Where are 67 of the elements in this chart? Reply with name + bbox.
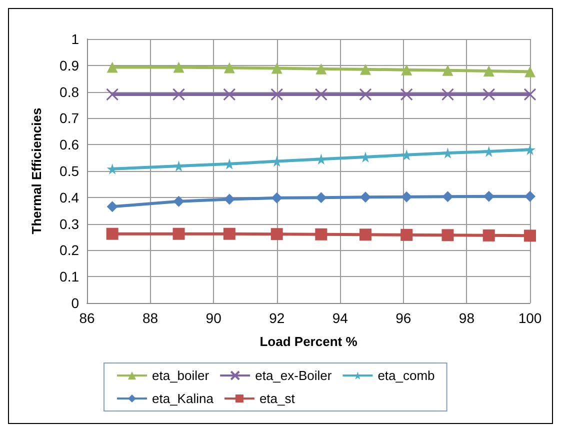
point [316,63,327,74]
point [359,228,372,241]
y-tick-label: 0.2 [60,242,80,258]
point [482,88,496,101]
point [401,191,412,202]
point [270,228,283,240]
point [314,88,328,101]
y-tick-label: 0.7 [60,110,80,126]
point [106,228,118,240]
point [483,190,494,202]
x-tick-label: 90 [206,310,222,326]
point [223,88,236,101]
x-tick-label: 86 [79,310,95,326]
legend-label: eta_Kalina [152,391,214,406]
point [223,228,236,240]
point [271,192,282,204]
x-tick-label: 96 [396,310,412,326]
point [316,192,327,204]
point [401,64,412,76]
x-tick-label: 88 [142,310,158,326]
y-tick-label: 0 [71,295,80,311]
point [442,64,454,76]
x-tick-label: 100 [518,310,542,326]
point [524,190,536,202]
point [271,62,282,74]
legend-label: eta_boiler [152,368,210,383]
y-tick-label: 0.8 [60,84,80,100]
y-tick-label: 0.6 [60,136,80,153]
point [315,228,328,240]
x-tick-label: 94 [332,310,348,326]
point [106,201,118,212]
point [173,196,184,207]
point [524,66,536,78]
point [524,88,536,101]
y-tick-label: 1 [71,31,80,47]
point [442,191,454,202]
point [482,229,495,242]
y-tick-label: 0.1 [60,268,80,285]
point [524,144,536,156]
point [172,88,186,101]
y-tick-label: 0.4 [60,189,80,206]
y-tick-label: 0.3 [60,216,80,232]
point [106,88,119,101]
point [441,88,454,101]
point [483,65,494,76]
point [224,62,235,74]
point [400,228,413,241]
point [524,230,536,242]
point [173,62,184,73]
x-tick-label: 98 [458,310,475,326]
point [442,229,454,242]
y-axis-title: Thermal Efficiencies [29,108,44,234]
point [360,64,371,75]
point [224,194,235,205]
y-tick-label: 0.9 [60,57,80,74]
point [106,62,118,73]
point [172,228,185,240]
legend-label: eta_comb [378,368,435,383]
point [359,88,372,101]
point [270,88,284,101]
point [360,192,371,203]
legend-label: eta_ex-Boiler [255,368,332,383]
y-tick-label: 0.5 [60,163,80,179]
x-tick-label: 92 [269,310,285,326]
legend-label: eta_st [259,391,296,406]
point [400,88,413,101]
x-axis-title: Load Percent % [260,334,358,349]
